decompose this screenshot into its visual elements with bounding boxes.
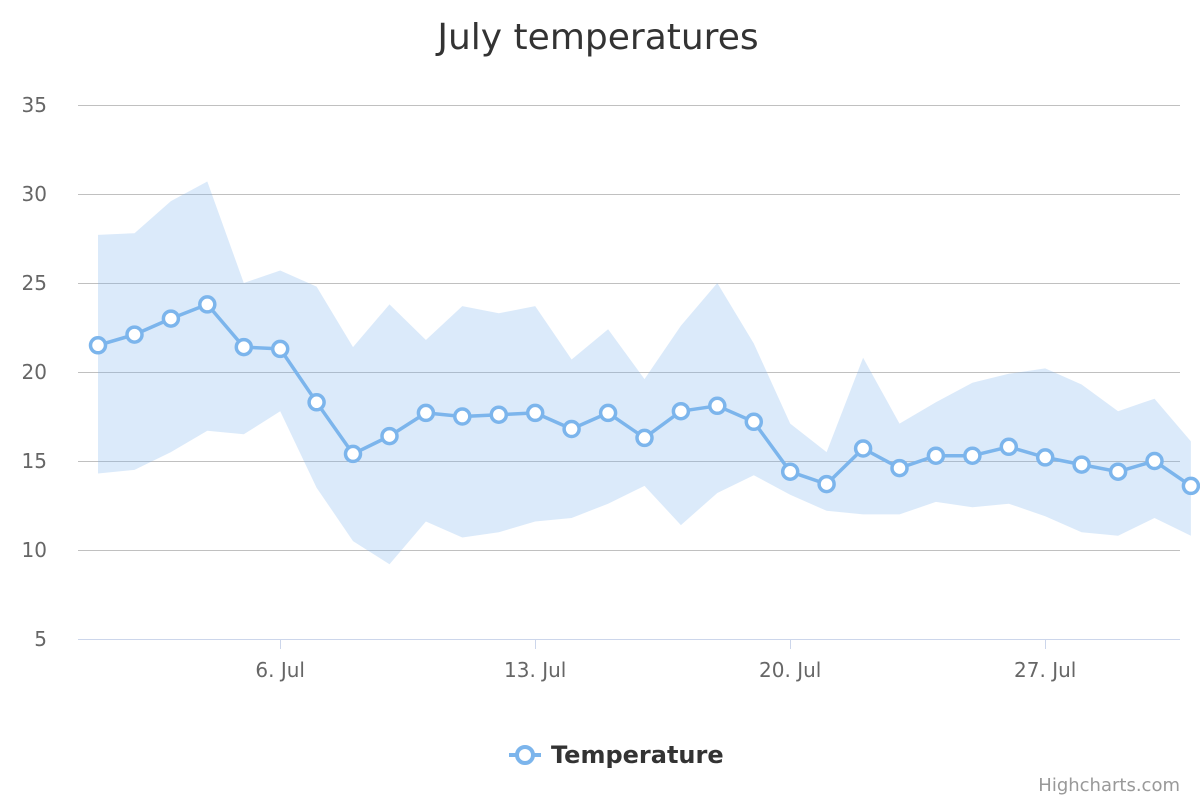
temperature-point-2014-07-20[interactable] — [783, 464, 798, 479]
temperature-point-2014-07-18[interactable] — [710, 398, 725, 413]
temperature-point-2014-07-19[interactable] — [746, 414, 761, 429]
legend-circle-symbol — [517, 747, 533, 763]
x-tick-label-27: 27. Jul — [1014, 658, 1076, 682]
y-tick-label-15: 15 — [22, 449, 47, 473]
temperature-point-2014-07-02[interactable] — [127, 327, 142, 342]
temperature-point-2014-07-28[interactable] — [1074, 457, 1089, 472]
temperature-point-2014-07-31[interactable] — [1183, 478, 1198, 493]
x-tick-label-20: 20. Jul — [759, 658, 821, 682]
temperature-point-2014-07-26[interactable] — [1001, 439, 1016, 454]
y-tick-label-10: 10 — [22, 538, 47, 562]
temperature-point-2014-07-01[interactable] — [91, 338, 106, 353]
chart-title: July temperatures — [435, 17, 758, 58]
y-tick-label-25: 25 — [22, 271, 47, 295]
y-tick-label-20: 20 — [22, 360, 47, 384]
temperature-point-2014-07-17[interactable] — [673, 404, 688, 419]
legend-label: Temperature — [551, 741, 724, 769]
temperature-point-2014-07-14[interactable] — [564, 422, 579, 437]
temperature-point-2014-07-23[interactable] — [892, 461, 907, 476]
temperature-point-2014-07-03[interactable] — [163, 311, 178, 326]
temperature-point-2014-07-22[interactable] — [856, 441, 871, 456]
temperature-point-2014-07-25[interactable] — [965, 448, 980, 463]
temperature-point-2014-07-27[interactable] — [1038, 450, 1053, 465]
temperature-point-2014-07-16[interactable] — [637, 430, 652, 445]
temperature-point-2014-07-15[interactable] — [601, 405, 616, 420]
temperature-point-2014-07-11[interactable] — [455, 409, 470, 424]
temperature-point-2014-07-07[interactable] — [309, 395, 324, 410]
y-tick-label-30: 30 — [22, 182, 47, 206]
temperature-point-2014-07-08[interactable] — [346, 446, 361, 461]
temperature-point-2014-07-21[interactable] — [819, 477, 834, 492]
temperature-point-2014-07-29[interactable] — [1111, 464, 1126, 479]
temperature-point-2014-07-24[interactable] — [928, 448, 943, 463]
temperature-point-2014-07-04[interactable] — [200, 297, 215, 312]
y-axis-labels: 5 10 15 20 25 30 35 — [22, 93, 47, 651]
temperature-point-2014-07-05[interactable] — [236, 340, 251, 355]
x-tick-label-13: 13. Jul — [504, 658, 566, 682]
y-tick-label-5: 5 — [34, 627, 47, 651]
temperature-point-2014-07-10[interactable] — [418, 405, 433, 420]
legend-item-temperature[interactable]: Temperature — [509, 741, 724, 769]
x-tick-label-6: 6. Jul — [255, 658, 305, 682]
temperature-point-2014-07-30[interactable] — [1147, 454, 1162, 469]
temperature-point-2014-07-13[interactable] — [528, 405, 543, 420]
x-axis-labels: 6. Jul 13. Jul 20. Jul 27. Jul — [255, 658, 1076, 682]
x-axis — [78, 639, 1180, 649]
y-tick-label-35: 35 — [22, 93, 47, 117]
temperature-point-2014-07-06[interactable] — [273, 341, 288, 356]
temperature-point-2014-07-09[interactable] — [382, 429, 397, 444]
credits-link[interactable]: Highcharts.com — [1038, 775, 1180, 796]
temperature-point-2014-07-12[interactable] — [491, 407, 506, 422]
